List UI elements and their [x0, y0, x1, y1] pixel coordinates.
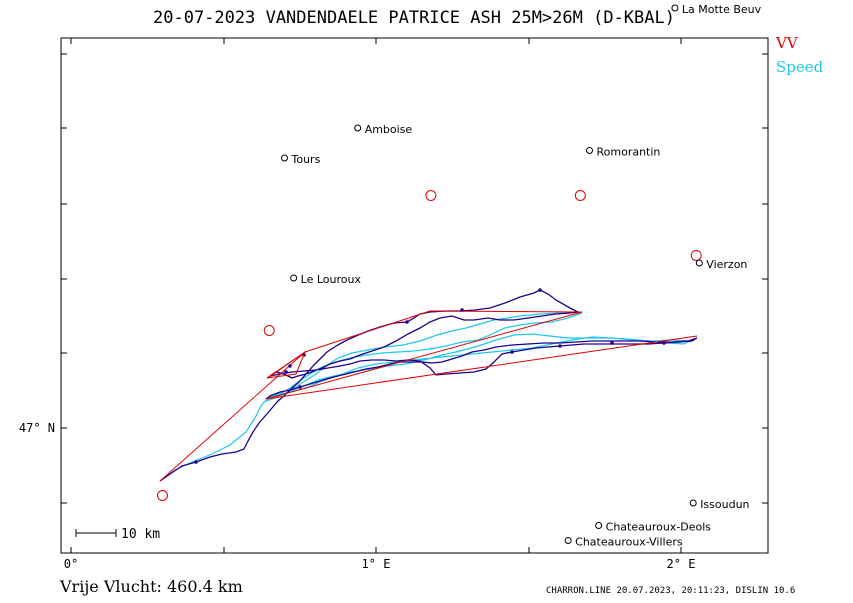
city-marker [671, 4, 679, 12]
city-label: Vierzon [706, 258, 747, 271]
axis-labels: 0° 1° E 2° E 47° N [19, 421, 696, 571]
city-label: Amboise [365, 123, 413, 136]
axis-ticks [61, 38, 768, 553]
track-fix [298, 385, 302, 389]
city-marker [689, 499, 697, 507]
city-label: Chateauroux-Villers [575, 536, 683, 549]
scale-bar: 10 km [75, 527, 160, 542]
city-label: Chateauroux-Deols [606, 521, 712, 534]
city-marker [595, 522, 603, 529]
track-fix [194, 460, 198, 464]
track-fix [460, 308, 464, 312]
city-marker [354, 124, 362, 132]
city-label: Blois [450, 0, 476, 1]
cities: Blois La Motte Beuv Amboise Romorantin Tours… [281, 0, 762, 549]
task-turnpoints [157, 190, 702, 501]
turnpoint-circle [690, 250, 702, 261]
track-fix [662, 341, 666, 345]
speed-track [159, 311, 698, 482]
task-route [159, 310, 698, 482]
city-label: Romorantin [597, 146, 661, 159]
city-marker [290, 274, 298, 282]
city-label: Le Louroux [301, 273, 362, 286]
city-marker [586, 147, 593, 154]
track-fix [405, 320, 409, 324]
scale-bar-label: 10 km [121, 527, 160, 542]
flight-track [159, 289, 698, 482]
turnpoint-circle [157, 490, 168, 501]
track-fix [610, 341, 614, 345]
turnpoint-circle [263, 325, 275, 336]
x-tick-label: 0° [64, 557, 78, 571]
track-fix [284, 370, 288, 374]
city-marker [564, 537, 572, 544]
track-fix [510, 350, 514, 354]
city-label: Issoudun [700, 498, 749, 511]
x-tick-label: 2° E [667, 557, 696, 571]
y-tick-label: 47° N [19, 421, 55, 435]
legend-speed: Speed [776, 58, 824, 76]
track-markers [194, 288, 666, 464]
map-title: 20-07-2023 VANDENDAELE PATRICE ASH 25M>2… [153, 8, 675, 28]
city-label: Tours [291, 153, 321, 166]
track-fix [288, 364, 292, 368]
free-flight-distance: Vrije Vlucht: 460.4 km [60, 577, 243, 596]
x-tick-label: 1° E [362, 557, 391, 571]
city-marker [281, 154, 288, 162]
map-frame [60, 37, 769, 554]
track-fix [538, 288, 542, 292]
city-marker [695, 259, 703, 267]
legend-vv: VV [776, 34, 798, 52]
start-sector [266, 350, 307, 379]
track-fix [558, 344, 562, 348]
city-label: La Motte Beuv [682, 3, 762, 16]
credit-line: CHARRON.LINE 20.07.2023, 20:11:23, DISLI… [546, 586, 796, 596]
turnpoint-circle [574, 190, 586, 201]
turnpoint-circle [425, 190, 437, 201]
